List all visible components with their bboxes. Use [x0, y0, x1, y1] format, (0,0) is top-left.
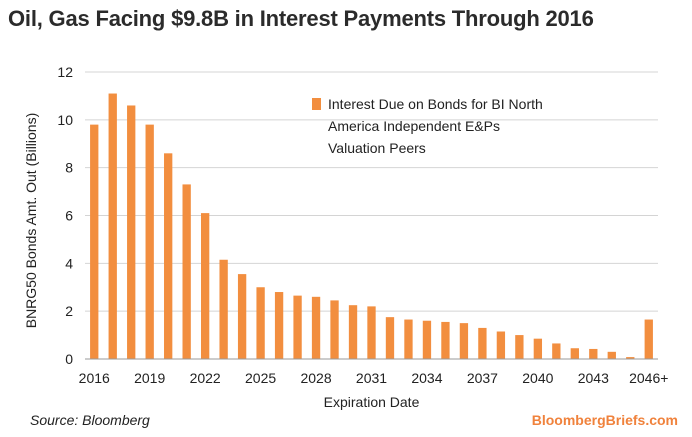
y-tick-label: 4: [65, 255, 73, 271]
y-tick-label: 12: [57, 64, 73, 80]
bar-2039: [515, 335, 524, 359]
legend-label: Interest Due on Bonds for BI North: [328, 96, 543, 112]
bar-2037: [478, 327, 487, 359]
bar-2022: [200, 213, 210, 359]
bar-2044: [607, 351, 616, 359]
axes: 0 2 4 6 8 10 12 2016 2019 2022 2025 2028 2031 2034 203…: [23, 64, 668, 410]
x-tick-label: 2025: [245, 370, 276, 386]
y-tick-label: 2: [65, 303, 73, 319]
bar-2043: [589, 348, 598, 359]
brand-link[interactable]: BloombergBriefs.com: [531, 412, 678, 428]
x-tick-label: 2037: [467, 370, 498, 386]
y-tick-label: 8: [65, 160, 73, 176]
x-tick-label: 2034: [411, 370, 442, 386]
y-tick-label: 0: [65, 351, 73, 367]
legend-swatch: [312, 98, 321, 110]
y-axis-title: BNRG50 Bonds Amt. Out (Billions): [23, 113, 39, 329]
bar-2040: [533, 338, 543, 359]
bar-2023: [219, 259, 228, 359]
y-tick-label: 6: [65, 208, 73, 224]
x-tick-label: 2046+: [629, 370, 668, 386]
x-tick-label: 2016: [79, 370, 110, 386]
bar-2017: [108, 93, 117, 359]
bar-2042: [570, 348, 579, 359]
x-axis-title: Expiration Date: [324, 394, 420, 410]
x-tick-label: 2031: [356, 370, 387, 386]
chart-title: Oil, Gas Facing $9.8B in Interest Paymen…: [8, 6, 594, 31]
bar-2034: [422, 320, 432, 359]
bar-2020: [164, 153, 173, 359]
legend: Interest Due on Bonds for BI North Americ…: [312, 96, 543, 156]
bar-2016: [90, 124, 99, 360]
bar-2030: [348, 305, 358, 359]
bar-2036: [459, 323, 469, 360]
bar-2021: [182, 184, 191, 359]
bar-2041: [552, 343, 561, 359]
bar-2019: [145, 124, 154, 360]
gridlines: [85, 71, 658, 312]
x-tick-label: 2022: [190, 370, 221, 386]
bar-2024: [237, 274, 247, 359]
bars: [90, 93, 653, 360]
bar-2018: [127, 105, 136, 359]
legend-label: America Independent E&Ps: [328, 118, 500, 134]
bar-2035: [441, 321, 450, 359]
bar-2025: [256, 287, 265, 359]
bar-2046+: [644, 319, 653, 359]
x-tick-label: 2019: [134, 370, 165, 386]
legend-label: Valuation Peers: [328, 140, 426, 156]
bar-2031: [367, 306, 376, 359]
x-tick-label: 2028: [300, 370, 331, 386]
bar-2026: [274, 292, 284, 359]
source-note: Source: Bloomberg: [30, 412, 150, 428]
bar-2032: [385, 317, 395, 359]
y-tick-label: 10: [57, 112, 73, 128]
bar-2029: [330, 300, 339, 359]
bar-2033: [404, 319, 413, 359]
x-tick-label: 2043: [578, 370, 609, 386]
bar-2045: [626, 357, 635, 359]
x-tick-label: 2040: [522, 370, 553, 386]
bar-2038: [496, 331, 506, 359]
bar-2027: [293, 295, 302, 359]
bar-2028: [311, 296, 321, 359]
